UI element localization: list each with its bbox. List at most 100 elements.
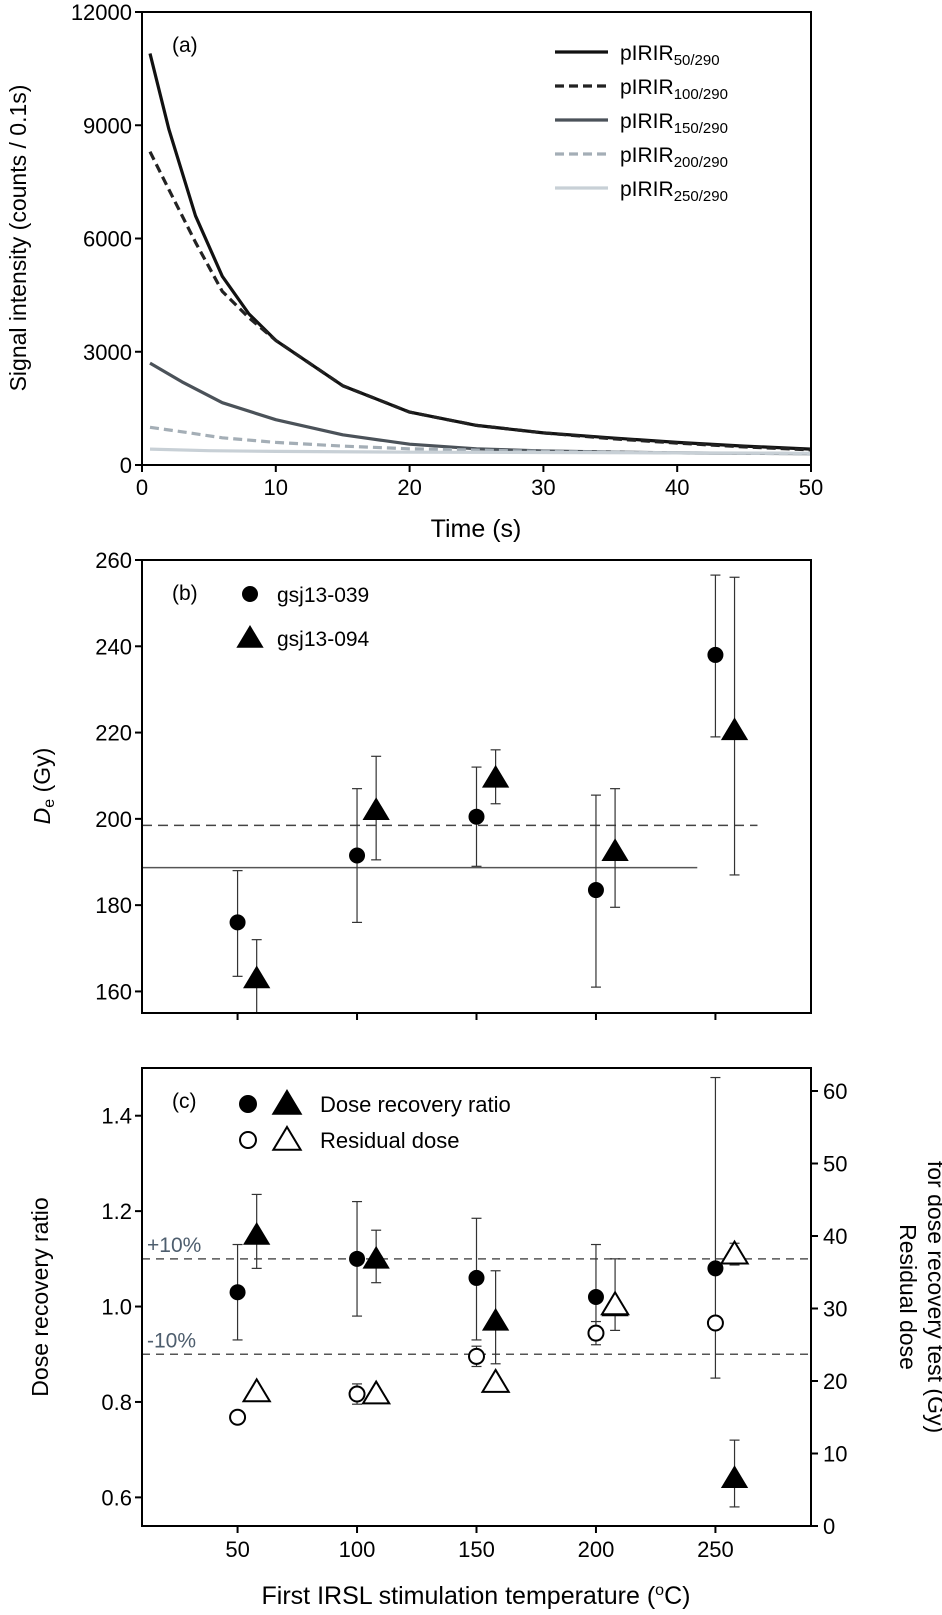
data-point-triangle — [720, 717, 749, 741]
legend-name: pIRIR — [620, 76, 674, 99]
legend-label: gsj13-094 — [277, 628, 370, 651]
y-tick-label: 12000 — [71, 0, 132, 25]
y-tick-label: 160 — [95, 979, 132, 1004]
legend-name: pIRIR — [620, 144, 674, 167]
data-point-triangle — [601, 838, 629, 861]
panel-b-ylabel-italic: D — [29, 808, 55, 825]
series-line-250-290 — [149, 447, 812, 455]
x-tick-label: 30 — [531, 475, 555, 500]
residual-point-circle — [468, 1347, 485, 1365]
residual-point-circle — [229, 1408, 247, 1426]
x-tick-label: 50 — [799, 475, 823, 500]
x-tick-label: 250 — [697, 1537, 734, 1562]
panel-c-ylabel: Dose recovery ratio — [27, 1197, 53, 1396]
y-tick-label: 180 — [95, 893, 132, 918]
y2-tick-label: 60 — [823, 1079, 847, 1104]
ratio-point-circle — [587, 1289, 604, 1305]
legend-entry: pIRIR150/290 — [620, 110, 728, 137]
panel-b-ylabel-sub: e — [41, 799, 58, 808]
residual-point-triangle — [361, 1379, 392, 1405]
panel-c-label: (c) — [172, 1090, 197, 1113]
y-tick-label: 1.0 — [101, 1295, 132, 1320]
x-tick-label: 0 — [136, 475, 148, 500]
legend-marker-triangle-filled — [271, 1089, 303, 1115]
data-point-triangle — [243, 965, 271, 989]
y2-tick-label: 0 — [823, 1514, 835, 1539]
panel-c-xlabel-sup: o — [655, 1582, 664, 1599]
x-tick-label: 10 — [264, 475, 288, 500]
residual-point-circle — [587, 1324, 605, 1342]
x-tick-label: 200 — [578, 1537, 615, 1562]
y-tick-label: 240 — [95, 634, 132, 659]
y-tick-label: 0.6 — [101, 1485, 132, 1510]
panel-c: +10% -10% 50 100 150 200 250 0.6 0.8 1.0 1.2 1.4 0 1… — [27, 1067, 942, 1610]
legend-subscript: 150/290 — [674, 120, 728, 137]
panel-b-ylabel: De (Gy) — [29, 748, 58, 825]
panel-a-label: (a) — [172, 34, 198, 57]
y2-tick-label: 10 — [823, 1442, 847, 1467]
panel-b-label: (b) — [172, 582, 198, 605]
x-tick-label: 40 — [665, 475, 689, 500]
panel-a-ylabel: Signal intensity (counts / 0.1s) — [5, 85, 31, 392]
ratio-point-circle — [468, 1269, 485, 1286]
y2-tick-label: 50 — [823, 1152, 847, 1177]
reference-line-label: -10% — [147, 1329, 196, 1352]
data-point-circle — [468, 808, 485, 825]
data-point-triangle — [362, 797, 390, 820]
panel-c-ylabel-right-2: for dose recovery test (Gy) — [923, 1161, 942, 1433]
ratio-point-circle — [349, 1250, 366, 1267]
data-point-circle — [229, 914, 246, 931]
legend-name: pIRIR — [620, 178, 674, 201]
residual-point-circle — [706, 1314, 724, 1332]
x-tick-label: 100 — [339, 1537, 376, 1562]
y2-tick-label: 30 — [823, 1297, 847, 1322]
x-tick-label: 20 — [397, 475, 421, 500]
legend-marker-circle — [242, 586, 258, 602]
x-tick-label: 50 — [225, 1537, 249, 1562]
legend-label: gsj13-039 — [277, 584, 369, 607]
y-tick-label: 260 — [95, 548, 132, 573]
data-point-circle — [707, 646, 724, 663]
ratio-point-triangle — [362, 1245, 390, 1269]
residual-point-triangle — [600, 1290, 630, 1316]
y-tick-label: 200 — [95, 807, 132, 832]
legend-label: Dose recovery ratio — [320, 1092, 511, 1117]
y-tick-label: 220 — [95, 721, 132, 746]
panel-c-xlabel-end: C) — [664, 1582, 690, 1610]
ratio-point-triangle — [720, 1465, 749, 1489]
legend-marker-circle-open — [239, 1131, 257, 1149]
panel-b-ylabel-rest: (Gy) — [29, 748, 55, 799]
x-tick-label: 150 — [458, 1537, 495, 1562]
y-tick-label: 0 — [120, 453, 132, 478]
series-line-50-290 — [148, 53, 812, 451]
y-tick-label: 9000 — [83, 113, 132, 138]
legend-marker-triangle-open — [271, 1125, 303, 1151]
residual-point-triangle — [719, 1239, 750, 1265]
residual-point-circle — [348, 1385, 366, 1403]
legend-subscript: 250/290 — [674, 188, 728, 205]
y-tick-label: 6000 — [83, 227, 132, 252]
legend-label: Residual dose — [320, 1128, 459, 1153]
legend-name: pIRIR — [620, 42, 674, 65]
y2-tick-label: 40 — [823, 1224, 847, 1249]
panel-c-xlabel-main: First IRSL stimulation temperature ( — [262, 1582, 656, 1610]
panel-c-ylabel-right-1: Residual dose — [895, 1224, 921, 1370]
reference-line-label: +10% — [147, 1234, 201, 1257]
legend-entry: pIRIR100/290 — [620, 76, 728, 103]
y-tick-label: 3000 — [83, 340, 132, 365]
ratio-point-triangle — [481, 1307, 510, 1331]
ratio-point-triangle — [243, 1221, 271, 1245]
legend-entry: pIRIR50/290 — [620, 42, 720, 69]
legend-subscript: 50/290 — [674, 52, 720, 69]
data-point-triangle — [481, 764, 510, 788]
data-point-circle — [349, 847, 366, 864]
y-tick-label: 1.4 — [101, 1104, 132, 1129]
legend-subscript: 200/290 — [674, 154, 728, 171]
legend-entry: pIRIR250/290 — [620, 178, 728, 205]
ratio-point-circle — [229, 1284, 246, 1301]
residual-point-triangle — [480, 1368, 511, 1393]
legend-entry: pIRIR200/290 — [620, 144, 728, 171]
legend-name: pIRIR — [620, 110, 674, 133]
